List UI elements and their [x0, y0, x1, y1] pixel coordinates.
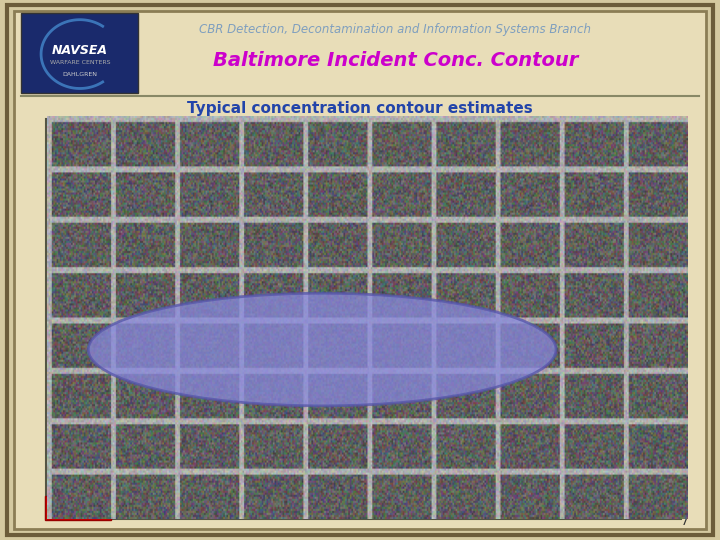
Text: CBR Detection, Decontamination and Information Systems Branch: CBR Detection, Decontamination and Infor… [199, 23, 591, 36]
Text: DAHLGREN: DAHLGREN [63, 72, 97, 77]
Text: Typical concentration contour estimates: Typical concentration contour estimates [187, 101, 533, 116]
Ellipse shape [89, 293, 556, 406]
Text: MapQuest: MapQuest [60, 505, 96, 511]
Text: NAVSEA: NAVSEA [52, 44, 108, 57]
Text: 1588 m length, 345 m width: 1588 m length, 345 m width [234, 473, 455, 487]
Text: 1288 people: 1288 people [499, 208, 605, 222]
Text: ☑ Show labels: ☑ Show labels [561, 151, 596, 157]
Text: Baltimore Incident Conc. Contour: Baltimore Incident Conc. Contour [212, 51, 578, 70]
Text: ■ Traffic    Street Map  Aerial Map: ■ Traffic Street Map Aerial Map [537, 136, 620, 140]
FancyBboxPatch shape [182, 455, 507, 505]
FancyBboxPatch shape [45, 496, 111, 520]
FancyBboxPatch shape [14, 11, 706, 529]
FancyBboxPatch shape [489, 121, 668, 168]
FancyBboxPatch shape [22, 14, 138, 93]
FancyBboxPatch shape [474, 193, 629, 238]
Text: WARFARE CENTERS: WARFARE CENTERS [50, 59, 110, 64]
Text: 7: 7 [680, 515, 688, 528]
